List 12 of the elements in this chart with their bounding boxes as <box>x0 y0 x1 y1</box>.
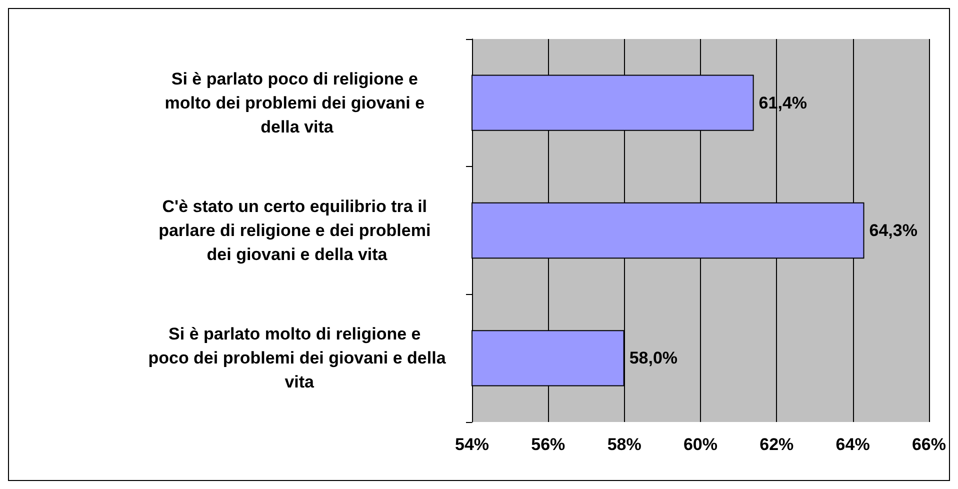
data-label: 58,0% <box>629 348 678 368</box>
x-tick-label: 56% <box>531 435 566 454</box>
y-tick-label: Si è parlato molto di religione e poco dei problemi dei giovani e della vita <box>148 324 446 392</box>
y-tick-label: Si è parlato poco di religione e molto dei problemi dei giovani e della vita <box>164 69 430 136</box>
x-tick-label: 66% <box>912 435 946 454</box>
data-label: 64,3% <box>869 221 918 240</box>
x-tick-label: 54% <box>454 435 490 454</box>
y-tick-label: C'è stato un certo equilibrio tra il parlare di religione e dei problemi dei giovani e della vita <box>158 197 436 264</box>
x-tick-label: 64% <box>836 435 870 454</box>
x-tick-label: 60% <box>683 435 718 454</box>
x-tick-label: 62% <box>760 435 794 454</box>
x-tick-label: 58% <box>607 435 642 454</box>
